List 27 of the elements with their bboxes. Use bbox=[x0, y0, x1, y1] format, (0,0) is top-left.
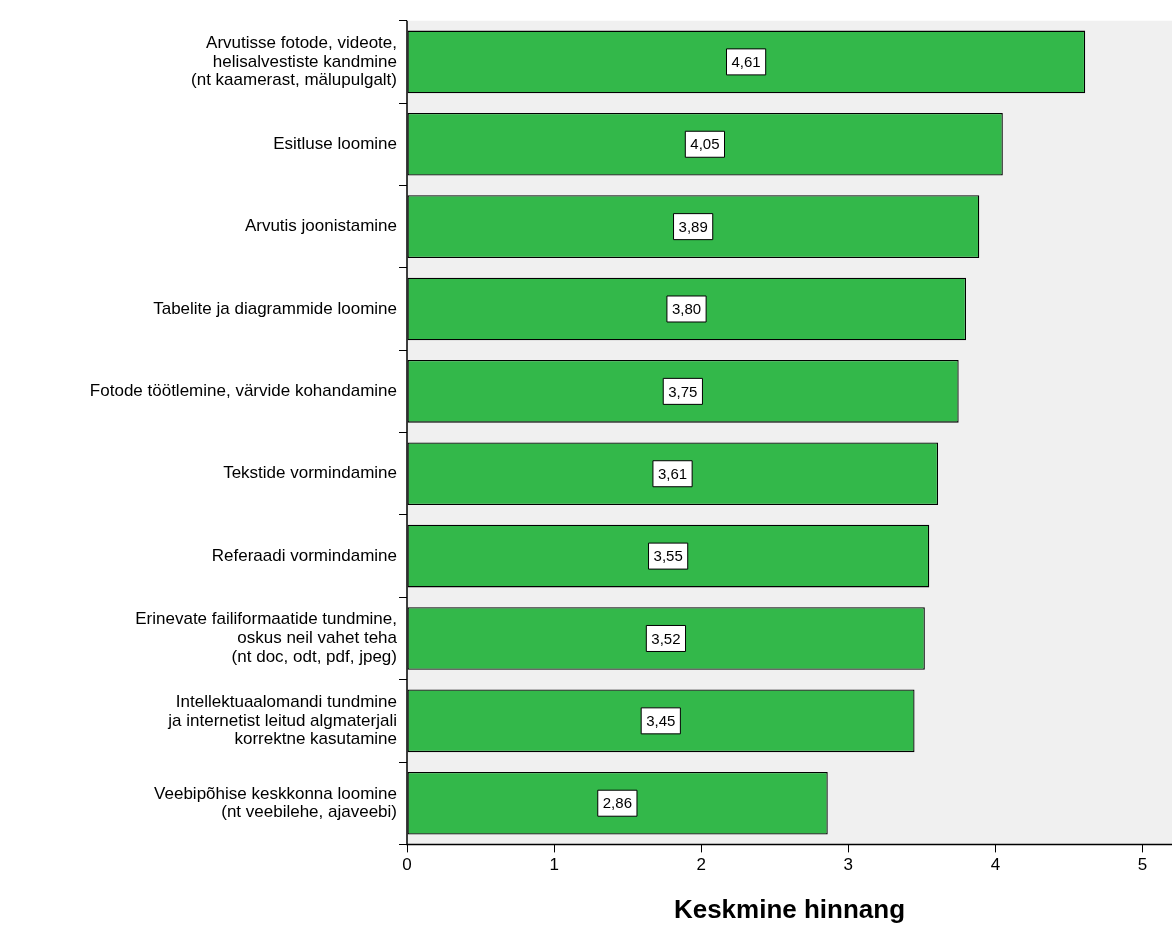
data-label: 3,80 bbox=[671, 300, 702, 318]
y-tick-label: Arvutisse fotode, videote, helisalvestiste kandmine (nt kaamerast, mälupulgalt) bbox=[191, 32, 397, 90]
data-label: 3,55 bbox=[653, 547, 683, 565]
x-tick-label: 5 bbox=[1137, 855, 1148, 875]
data-label: 3,52 bbox=[651, 629, 681, 647]
y-tick-label: Esitluse loomine bbox=[273, 133, 397, 153]
y-tick-label: Veebipõhise keskkonna loomine (nt veebilehe, ajaveebi) bbox=[154, 783, 397, 822]
y-tick-label: Fotode töötlemine, värvide kohandamine bbox=[89, 381, 397, 401]
data-label: 4,05 bbox=[690, 135, 720, 153]
data-label: 2,86 bbox=[602, 794, 632, 812]
y-tick-label: Referaadi vormindamine bbox=[211, 545, 397, 565]
x-tick-label: 2 bbox=[696, 855, 706, 875]
data-label: 3,75 bbox=[668, 382, 698, 400]
y-tick-label: Tabelite ja diagrammide loomine bbox=[153, 298, 397, 318]
x-tick-label: 0 bbox=[402, 855, 412, 875]
y-tick-label: Intellektuaalomandi tundmine ja internetist leitud algmaterjali korrektne kasutamine bbox=[167, 691, 397, 749]
x-tick-label: 3 bbox=[843, 855, 854, 875]
x-tick-label: 4 bbox=[990, 855, 1001, 875]
y-tick-label: Arvutis joonistamine bbox=[244, 216, 397, 236]
data-label: 4,61 bbox=[731, 53, 761, 71]
data-label: 3,45 bbox=[646, 711, 676, 729]
y-tick-label: Erinevate failiformaatide tundmine, oskus neil vahet teha (nt doc, odt, pdf, jpeg) bbox=[135, 609, 398, 666]
x-tick-label: 1 bbox=[549, 855, 559, 875]
y-tick-label: Tekstide vormindamine bbox=[223, 463, 397, 483]
x-axis-title: Keskmine hinnang bbox=[673, 893, 906, 924]
data-label: 3,61 bbox=[657, 464, 688, 482]
data-label: 3,89 bbox=[678, 217, 708, 235]
